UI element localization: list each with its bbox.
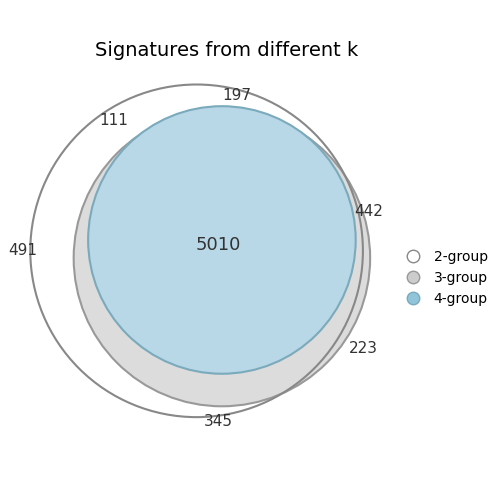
Text: 442: 442 <box>354 204 383 219</box>
Text: 197: 197 <box>222 88 251 103</box>
Title: Signatures from different k: Signatures from different k <box>95 41 358 60</box>
Circle shape <box>74 110 370 406</box>
Circle shape <box>88 106 356 374</box>
Text: 491: 491 <box>9 243 37 259</box>
Text: 223: 223 <box>348 341 377 356</box>
Text: 111: 111 <box>99 113 128 128</box>
Legend: 2-group, 3-group, 4-group: 2-group, 3-group, 4-group <box>394 244 493 311</box>
Text: 5010: 5010 <box>196 236 241 255</box>
Text: 345: 345 <box>204 413 233 428</box>
